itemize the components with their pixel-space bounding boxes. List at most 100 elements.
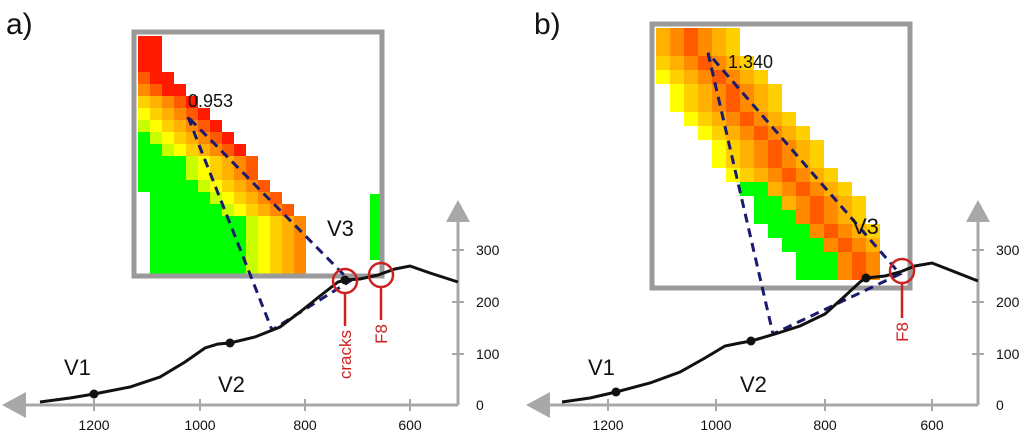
heatmap-cell	[740, 154, 754, 168]
heatmap-cell	[138, 60, 150, 72]
heatmap-cell	[796, 140, 810, 154]
heatmap-cell	[234, 192, 246, 204]
heatmap-cell	[796, 252, 810, 266]
heatmap-cell	[138, 96, 150, 108]
heatmap-cell	[838, 266, 852, 280]
panel-b-profile-line	[561, 261, 979, 404]
heatmap-cell	[282, 252, 294, 264]
heatmap-cell	[174, 156, 186, 168]
heatmap-cell	[768, 182, 782, 196]
heatmap-cell	[186, 240, 198, 252]
heatmap-cell	[294, 216, 306, 228]
heatmap-cell	[656, 42, 670, 56]
heatmap-cell	[810, 238, 824, 252]
y-tick-label: 300	[996, 242, 1020, 258]
heatmap-cell	[282, 204, 294, 216]
heatmap-cell	[234, 228, 246, 240]
heatmap-cell	[174, 252, 186, 264]
heatmap-cell	[684, 56, 698, 70]
heatmap-cell	[150, 240, 162, 252]
heatmap-cell	[294, 252, 306, 264]
heatmap-cell	[162, 264, 174, 276]
heatmap-cell	[138, 156, 150, 168]
heatmap-cell	[740, 140, 754, 154]
heatmap-cell	[824, 182, 838, 196]
heatmap-cell	[754, 112, 768, 126]
heatmap-cell	[162, 180, 174, 192]
heatmap-cell	[162, 108, 174, 120]
heatmap-cell	[222, 168, 234, 180]
heatmap-cell	[698, 42, 712, 56]
heatmap-cell	[222, 240, 234, 252]
heatmap-cell	[210, 264, 222, 276]
heatmap-cell	[866, 252, 880, 266]
heatmap-cell	[174, 168, 186, 180]
heatmap-cell	[810, 252, 824, 266]
heatmap-cell	[174, 96, 186, 108]
heatmap-cell	[712, 28, 726, 42]
heatmap-cell	[282, 264, 294, 276]
heatmap-cell	[670, 56, 684, 70]
heatmap-cell	[150, 132, 162, 144]
heatmap-cell	[198, 240, 210, 252]
heatmap-cell	[246, 240, 258, 252]
circle-marker-icon	[225, 338, 235, 348]
x-tick-label: 600	[920, 417, 944, 433]
panel-b-inset-value: 1.340	[728, 52, 773, 72]
heatmap-cell	[246, 252, 258, 264]
arrow-up-icon	[966, 200, 990, 222]
heatmap-cell	[162, 252, 174, 264]
heatmap-cell	[234, 144, 246, 156]
heatmap-cell	[246, 192, 258, 204]
vertex-label: V1	[64, 355, 91, 380]
heatmap-cell	[768, 98, 782, 112]
heatmap-cell	[698, 70, 712, 84]
heatmap-cell	[270, 216, 282, 228]
vertex-label: V2	[740, 372, 767, 397]
heatmap-cell	[294, 240, 306, 252]
heatmap-cell	[796, 210, 810, 224]
heatmap-cell	[198, 252, 210, 264]
heatmap-cell	[186, 252, 198, 264]
heatmap-cell	[824, 238, 838, 252]
heatmap-cell	[222, 228, 234, 240]
heatmap-cell	[174, 132, 186, 144]
panel-b-heatmap	[649, 21, 913, 291]
heatmap-cell	[726, 168, 740, 182]
heatmap-cell	[174, 84, 186, 96]
heatmap-cell	[726, 112, 740, 126]
heatmap-cell	[210, 204, 222, 216]
heatmap-cell	[162, 216, 174, 228]
heatmap-cell	[150, 48, 162, 60]
heatmap-cell	[726, 70, 740, 84]
heatmap-cell	[174, 204, 186, 216]
heatmap-cell	[754, 154, 768, 168]
heatmap-cell	[234, 264, 246, 276]
heatmap-cell	[838, 182, 852, 196]
circle-marker-icon	[861, 273, 871, 283]
heatmap-cell	[754, 210, 768, 224]
heatmap-cell	[138, 168, 150, 180]
y-tick-label: 0	[476, 397, 484, 413]
heatmap-cell	[210, 216, 222, 228]
heatmap-cell	[174, 180, 186, 192]
x-tick-label: 800	[293, 417, 317, 433]
heatmap-cell	[150, 36, 162, 48]
heatmap-cell	[150, 216, 162, 228]
heatmap-cell	[150, 108, 162, 120]
heatmap-cell	[838, 210, 852, 224]
heatmap-cell	[282, 228, 294, 240]
heatmap-cell	[740, 112, 754, 126]
heatmap-cell	[824, 252, 838, 266]
heatmap-cell	[810, 168, 824, 182]
heatmap-cell	[796, 182, 810, 196]
arrow-left-icon	[526, 392, 550, 418]
heatmap-cell	[294, 264, 306, 276]
heatmap-cell	[698, 98, 712, 112]
panel-b-dashed-triangle	[706, 52, 903, 337]
heatmap-cell	[726, 98, 740, 112]
heatmap-cell	[198, 108, 210, 120]
heatmap-cell	[222, 264, 234, 276]
heatmap-cell	[810, 196, 824, 210]
heatmap-cell	[670, 70, 684, 84]
